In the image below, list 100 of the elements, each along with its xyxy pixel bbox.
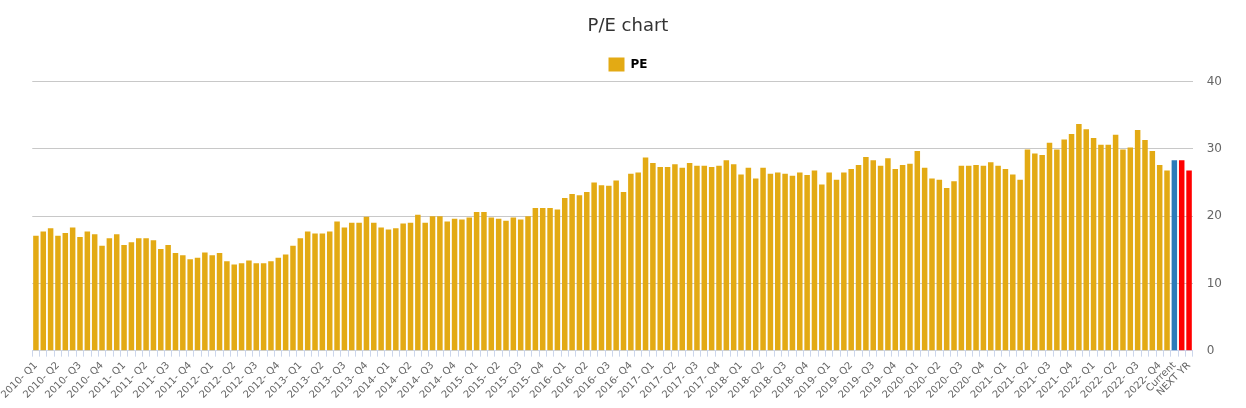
bar — [128, 242, 135, 351]
bar — [55, 235, 61, 351]
bar — [1164, 170, 1170, 351]
bar — [730, 164, 737, 351]
bar — [1112, 134, 1119, 351]
bar — [914, 150, 921, 351]
bar — [216, 253, 223, 351]
bar — [69, 227, 76, 351]
bar — [495, 218, 502, 351]
bar — [525, 216, 531, 351]
bar — [877, 165, 884, 351]
bar — [745, 167, 752, 351]
bar — [385, 229, 392, 351]
bar — [716, 165, 722, 351]
bar — [363, 216, 370, 351]
y-tick-label: 30 — [1206, 140, 1223, 155]
bar — [33, 235, 39, 351]
bar — [701, 165, 708, 351]
bar — [811, 170, 818, 351]
bar — [503, 220, 509, 351]
bar — [752, 178, 759, 351]
bar — [1120, 149, 1126, 351]
bar — [1134, 130, 1141, 351]
bar — [1105, 144, 1112, 351]
bar — [1127, 147, 1134, 351]
bar — [576, 195, 583, 351]
bar — [708, 167, 715, 351]
bar — [150, 240, 157, 351]
bar — [1046, 142, 1053, 351]
bar — [936, 179, 943, 351]
bar — [760, 167, 766, 351]
bar — [1142, 140, 1148, 351]
bar — [1098, 144, 1104, 351]
bar — [767, 173, 774, 351]
bar — [679, 167, 686, 351]
bar — [473, 212, 480, 351]
bar — [517, 219, 524, 351]
bar — [459, 219, 465, 351]
bar — [951, 181, 957, 351]
bar — [620, 191, 627, 351]
bar — [547, 208, 553, 351]
bar — [290, 245, 296, 351]
chart-title: P/E chart — [587, 14, 669, 36]
bar — [1068, 134, 1075, 351]
bar — [326, 231, 333, 351]
bar — [899, 165, 906, 351]
bar — [980, 165, 987, 351]
bar — [282, 254, 289, 351]
bar — [99, 245, 105, 351]
bar — [407, 222, 414, 351]
bar — [297, 238, 304, 351]
bar — [334, 221, 340, 351]
bar — [260, 263, 267, 351]
bar — [833, 179, 840, 351]
bar — [84, 231, 91, 351]
bar — [47, 228, 54, 351]
bar — [194, 257, 201, 351]
bar — [304, 231, 311, 351]
bar — [121, 245, 127, 351]
bar — [686, 162, 693, 351]
bar — [598, 185, 605, 351]
bar — [973, 165, 979, 351]
bar — [268, 261, 274, 351]
bar — [1186, 170, 1192, 351]
bar — [172, 253, 179, 351]
bar — [1171, 160, 1178, 351]
bar — [62, 232, 69, 351]
bar — [664, 167, 671, 351]
bar — [466, 217, 473, 351]
bar — [451, 218, 458, 351]
bar — [429, 216, 436, 351]
bar — [481, 212, 487, 351]
bar — [723, 160, 730, 351]
bar — [958, 165, 965, 351]
bar — [738, 174, 744, 351]
bar — [1024, 149, 1031, 351]
bar — [77, 236, 83, 351]
bar — [488, 217, 495, 351]
y-tick-label: 0 — [1206, 342, 1215, 357]
bar — [1002, 169, 1009, 351]
bar — [510, 217, 517, 351]
bar — [275, 257, 282, 351]
y-tick-label: 40 — [1206, 73, 1223, 88]
bar — [855, 165, 862, 351]
bar — [921, 167, 928, 351]
bar — [246, 260, 252, 351]
bar — [1156, 165, 1163, 351]
bar — [341, 227, 348, 351]
bar — [1149, 150, 1156, 351]
bar — [253, 263, 260, 351]
bar — [907, 163, 913, 351]
bar — [672, 164, 678, 351]
bar — [694, 165, 700, 351]
bar — [1178, 160, 1185, 351]
bar — [943, 187, 950, 351]
bar — [319, 233, 326, 351]
bar — [642, 157, 649, 351]
bar — [238, 263, 245, 351]
y-tick-label: 20 — [1206, 208, 1223, 223]
bar — [965, 165, 972, 351]
